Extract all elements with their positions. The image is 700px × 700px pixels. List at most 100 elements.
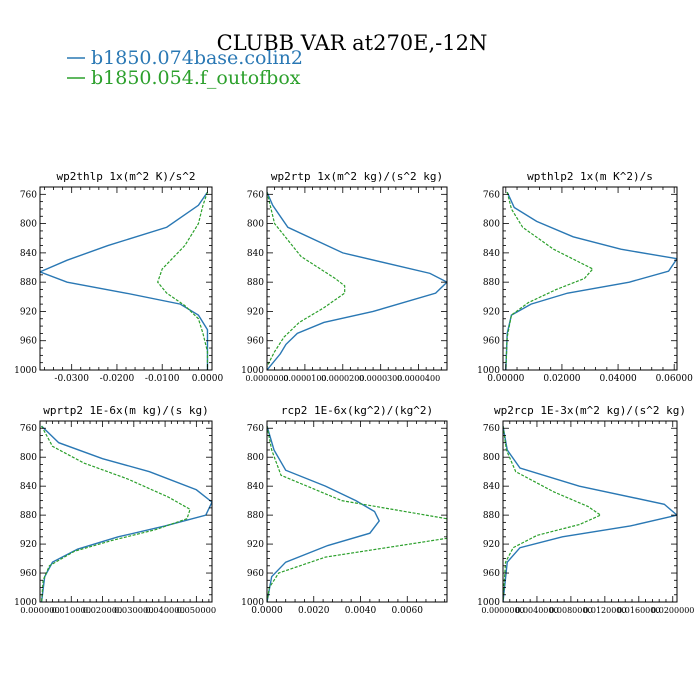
y-tick-label: 800 [247,453,264,463]
y-tick-label: 880 [247,278,264,288]
x-tick-label: 0.0000400 [397,374,440,383]
y-tick-label: 920 [20,540,37,550]
x-tick-label: 0.0000000 [245,374,288,383]
series-line-outofbox [503,425,602,602]
panel-title: wpthlp2 1x(m K^2)/s [527,170,653,183]
y-tick-label: 760 [20,424,37,434]
legend-entry: b1850.054.f_outofbox [67,67,301,89]
panel-3: wpthlp2 1x(m K^2)/s 760 800 840 880 920 960 100… [477,170,693,384]
plot-frame [502,186,678,371]
y-tick-label: 920 [483,540,500,550]
panel-title: wp2rcp 1E-3x(m^2 kg)/(s^2 kg) [494,404,686,417]
y-tick-label: 960 [247,569,264,579]
panel-2: wp2rtp 1x(m^2 kg)/(s^2 kg) 760 800 840 880 92… [241,170,448,383]
y-tick-label: 840 [20,249,37,259]
y-tick-label: 920 [247,540,264,550]
y-tick-label: 880 [483,511,500,521]
y-tick-label: 960 [483,337,500,347]
legend-entry: b1850.074base.colin2 [67,47,303,69]
y-tick-label: 1000 [477,366,500,376]
y-tick-label: 1000 [14,366,37,376]
figure-title: CLUBB VAR at270E,-12N [217,31,488,55]
y-tick-label: 920 [20,307,37,317]
y-tick-label: 960 [483,569,500,579]
panel-6: wp2rcp 1E-3x(m^2 kg)/(s^2 kg) 760 800 840 88… [477,404,694,615]
y-tick-label: 760 [483,190,500,200]
plot-frame [39,420,213,603]
x-tick-label: -0.0100 [145,374,180,384]
x-tick-label: 0.0000300 [359,374,402,383]
series-line-outofbox [267,425,447,602]
x-tick-label: 0.0000200 [321,374,364,383]
x-tick-label: 0.050000 [177,605,217,615]
y-tick-label: 800 [483,453,500,463]
series-line-base [40,191,209,370]
x-tick-label: 0.030000 [114,605,154,615]
series-line-base [267,425,381,602]
y-tick-label: 840 [247,482,264,492]
y-tick-label: 960 [20,337,37,347]
series-line-outofbox [157,191,209,370]
series-line-outofbox [267,191,346,367]
x-tick-label: 0.0080000 [549,606,592,615]
x-tick-label: 0.000000 [20,605,60,615]
x-tick-label: 0.0160000 [617,606,660,615]
y-tick-label: 960 [20,569,37,579]
plot-frame [266,420,448,603]
series-line-outofbox [40,425,191,602]
y-tick-label: 880 [20,511,37,521]
x-tick-label: 0.0040000 [515,606,558,615]
x-tick-label: 0.00000 [487,374,524,384]
x-tick-label: 0.0060 [392,606,424,616]
y-tick-label: 920 [483,307,500,317]
x-tick-label: -0.0200 [100,374,135,384]
x-tick-label: 0.0120000 [583,606,626,615]
panel-title: wprtp2 1E-6x(m kg)/(s kg) [43,404,209,417]
y-tick-label: 880 [483,278,500,288]
series-line-base [505,191,677,370]
y-tick-label: 880 [247,511,264,521]
x-tick-label: 0.0040 [345,606,377,616]
x-tick-label: 0.010000 [51,605,91,615]
x-tick-label: 0.06000 [656,374,693,384]
x-tick-label: 0.020000 [83,605,123,615]
y-tick-label: 760 [247,424,264,434]
x-tick-label: 0.0200000 [651,606,694,615]
y-tick-label: 840 [483,249,500,259]
series-line-base [267,191,447,370]
y-tick-label: 800 [20,220,37,230]
series-line-base [503,425,677,602]
panel-5: rcp2 1E-6x(kg^2)/(kg^2) 760 800 840 880 920 96… [241,404,448,616]
panel-title: wp2thlp 1x(m^2 K)/s^2 [56,170,195,183]
y-tick-label: 960 [247,337,264,347]
y-tick-label: 840 [247,249,264,259]
panels: wp2thlp 1x(m^2 K)/s^2 760 800 840 880 920 960 1… [14,170,694,616]
y-tick-label: 880 [20,278,37,288]
y-tick-label: 760 [20,190,37,200]
y-tick-label: 920 [247,307,264,317]
y-tick-label: 1000 [14,598,37,608]
x-tick-label: 0.0000000 [481,606,524,615]
y-tick-label: 1000 [477,598,500,608]
x-tick-label: 0.0000 [192,374,224,384]
x-tick-label: 0.040000 [145,605,185,615]
panel-4: wprtp2 1E-6x(m kg)/(s kg) 760 800 840 880 920… [14,404,216,615]
y-tick-label: 840 [20,482,37,492]
x-tick-label: 0.0000100 [283,374,326,383]
x-tick-label: 0.02000 [543,374,580,384]
y-tick-label: 1000 [241,598,264,608]
series-line-outofbox [505,191,594,370]
plot-frame [502,420,678,603]
panel-1: wp2thlp 1x(m^2 K)/s^2 760 800 840 880 920 960 1… [14,170,223,384]
panel-title: wp2rtp 1x(m^2 kg)/(s^2 kg) [271,170,443,183]
y-tick-label: 760 [483,424,500,434]
series-line-base [40,425,212,602]
y-tick-label: 800 [483,220,500,230]
y-tick-label: 800 [247,220,264,230]
panel-title: rcp2 1E-6x(kg^2)/(kg^2) [281,404,433,417]
legend-label: b1850.054.f_outofbox [91,67,301,89]
y-tick-label: 1000 [241,366,264,376]
x-tick-label: 0.04000 [599,374,636,384]
